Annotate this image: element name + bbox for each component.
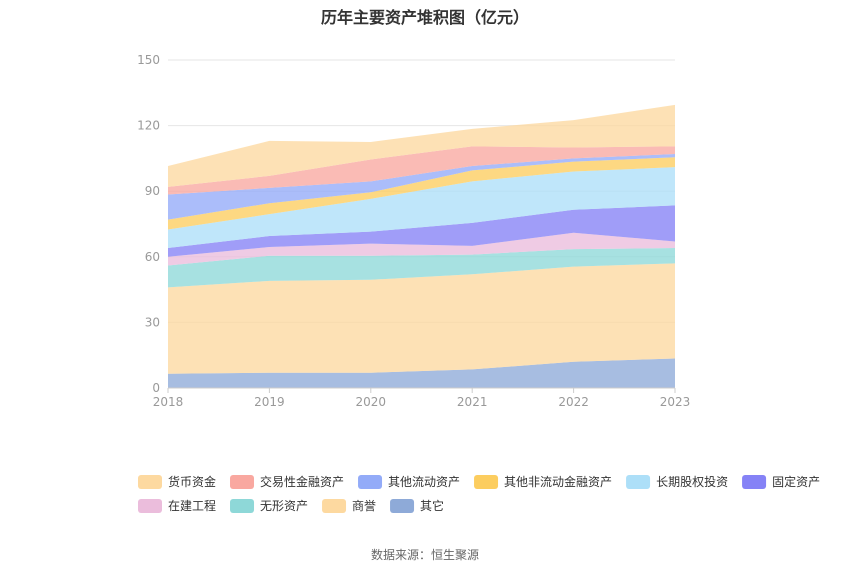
legend-label: 商誉 — [352, 498, 376, 513]
legend-label: 固定资产 — [772, 474, 820, 489]
x-tick-label: 2018 — [153, 395, 184, 409]
y-tick-label: 120 — [137, 119, 160, 133]
legend-swatch — [138, 475, 162, 489]
area-series[interactable] — [168, 167, 675, 249]
legend-label: 其他非流动金融资产 — [504, 474, 612, 489]
legend-label: 无形资产 — [260, 499, 308, 513]
legend-item[interactable]: 长期股权投资 — [626, 474, 728, 489]
x-tick-label: 2019 — [254, 395, 285, 409]
area-layer — [168, 104, 675, 388]
legend-item[interactable]: 无形资产 — [230, 499, 308, 513]
legend-swatch — [230, 499, 255, 513]
legend-swatch — [626, 475, 651, 489]
legend-label: 其他流动资产 — [388, 475, 460, 489]
legend-swatch — [742, 475, 767, 489]
legend-swatch — [138, 499, 162, 513]
legend-swatch — [390, 499, 415, 513]
area-series[interactable] — [168, 248, 675, 288]
x-tick-label: 2023 — [660, 395, 691, 409]
legend-item[interactable]: 货币资金 — [138, 474, 216, 489]
chart-title: 历年主要资产堆积图（亿元） — [320, 8, 529, 27]
y-tick-label: 30 — [145, 315, 160, 329]
area-series[interactable] — [168, 232, 675, 266]
legend-swatch — [322, 499, 347, 513]
y-tick-label: 90 — [145, 184, 160, 198]
y-tick-label: 60 — [145, 250, 160, 264]
x-tick-label: 2020 — [356, 395, 387, 409]
y-tick-label: 150 — [137, 53, 160, 67]
legend-item[interactable]: 商誉 — [322, 498, 376, 513]
legend: 货币资金 交易性金融资产 其他流动资产 其他非流动金融资产 长期股权投资 固定资产在建工程… — [138, 474, 820, 513]
area-series[interactable] — [168, 104, 675, 187]
legend-label: 在建工程 — [168, 498, 216, 513]
area-series[interactable] — [168, 146, 675, 195]
legend-swatch — [474, 475, 499, 489]
legend-item[interactable]: 交易性金融资产 — [230, 474, 344, 489]
x-tick-label: 2021 — [457, 395, 488, 409]
legend-item[interactable]: 其他非流动金融资产 — [474, 474, 612, 489]
legend-label: 其它 — [420, 498, 444, 513]
legend-item[interactable]: 在建工程 — [138, 498, 216, 513]
area-series[interactable] — [168, 263, 675, 374]
legend-label: 交易性金融资产 — [260, 474, 344, 489]
legend-label: 货币资金 — [168, 474, 216, 489]
legend-item[interactable]: 固定资产 — [742, 474, 820, 489]
x-tick-label: 2022 — [558, 395, 589, 409]
area-series[interactable] — [168, 205, 675, 257]
y-tick-label: 0 — [152, 381, 160, 395]
source-note: 数据来源：恒生聚源 — [370, 548, 479, 562]
legend-swatch — [358, 475, 383, 489]
legend-item[interactable]: 其它 — [390, 498, 444, 513]
area-series[interactable] — [168, 358, 675, 388]
legend-label: 长期股权投资 — [656, 474, 728, 489]
legend-swatch — [230, 475, 255, 489]
area-series[interactable] — [168, 157, 675, 230]
legend-item[interactable]: 其他流动资产 — [358, 475, 460, 489]
axis-layer: 0 30 60 90 120 150 2018 2019 2020 2021 2022 2023 — [137, 53, 690, 409]
